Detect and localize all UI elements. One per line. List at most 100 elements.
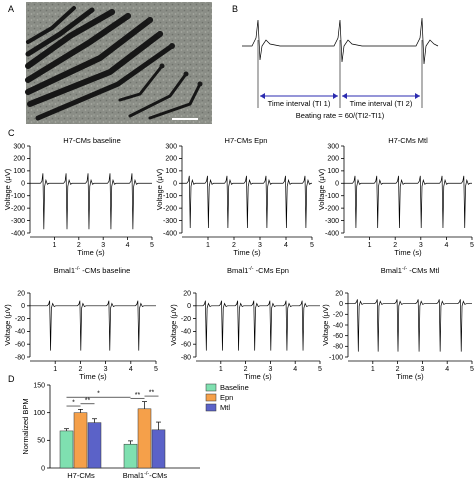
y-tick-label: 300: [13, 143, 25, 150]
y-tick-label: 100: [13, 168, 25, 175]
x-tick-label: 4: [444, 242, 448, 249]
significance-mark: **: [135, 392, 141, 399]
x-tick-label: 1: [368, 242, 372, 249]
y-tick-label: 200: [327, 156, 339, 163]
bar: [137, 408, 152, 469]
x-axis-label: Time (s): [394, 248, 422, 257]
x-tick-label: 5: [318, 366, 322, 373]
x-axis-label: Time (s): [233, 248, 261, 257]
trace-chart-5: Bmal1-/- -CMs Epn 20 0 -20 -40 -60 -80 1 2 3 4 5 Tim…: [169, 266, 322, 381]
interval-1-label: Time interval (TI 1): [268, 99, 331, 108]
y-tick-label: 50: [37, 438, 45, 445]
y-tick-label: 150: [33, 382, 45, 389]
x-tick-label: 4: [284, 242, 288, 249]
trace-title: H7-CMs Mtl: [388, 136, 428, 145]
voltage-trace: [196, 300, 320, 351]
y-axis-label: Voltage (μV): [155, 168, 164, 210]
voltage-trace: [30, 173, 152, 230]
trace-title: H7-CMs Epn: [225, 136, 268, 145]
panel-label-a: A: [8, 4, 14, 14]
y-tick-label: -40: [181, 329, 191, 336]
bar: [151, 429, 166, 469]
panel-label-d: D: [8, 374, 15, 384]
legend-swatch: [205, 383, 217, 392]
bar: [59, 430, 74, 469]
y-tick-label: -60: [333, 333, 343, 340]
significance-mark: **: [149, 390, 155, 397]
y-tick-label: -80: [15, 354, 25, 361]
x-tick-label: 2: [244, 366, 248, 373]
y-axis-label: Normalized BPM: [21, 398, 30, 454]
y-tick-label: 0: [21, 181, 25, 188]
x-tick-label: 2: [396, 366, 400, 373]
significance-mark: *: [97, 391, 100, 398]
legend-swatch: [205, 393, 217, 402]
x-tick-label: 3: [258, 242, 262, 249]
y-tick-label: 0: [21, 303, 25, 310]
x-axis-label: Time (s): [396, 372, 424, 381]
y-axis-label: Voltage (μV): [321, 304, 330, 346]
voltage-trace: [30, 300, 156, 351]
y-tick-label: -80: [333, 344, 343, 351]
charts-layer: H7-CMs baseline3002001000-100-200-300-40…: [3, 136, 474, 480]
legend-label: Mtl: [220, 403, 230, 412]
significance-mark: *: [72, 400, 75, 407]
x-tick-label: 5: [470, 366, 474, 373]
x-tick-label: 2: [232, 242, 236, 249]
x-tick-label: 4: [129, 366, 133, 373]
y-tick-label: -100: [325, 193, 339, 200]
x-tick-label: 1: [219, 366, 223, 373]
panel-label-b: B: [232, 4, 238, 14]
mea-micrograph: [25, 2, 212, 124]
interval-2-label: Time interval (TI 2): [350, 99, 413, 108]
x-axis-label: Time (s): [244, 372, 272, 381]
x-tick-label: 5: [470, 242, 474, 249]
y-tick-label: -60: [15, 342, 25, 349]
y-tick-label: -40: [333, 322, 343, 329]
y-tick-label: 20: [335, 290, 343, 297]
y-axis-label: Voltage (μV): [317, 168, 326, 210]
x-tick-label: 3: [104, 366, 108, 373]
y-tick-label: -200: [163, 205, 177, 212]
y-tick-label: 300: [165, 143, 177, 150]
y-axis-label: Voltage (μV): [3, 168, 12, 210]
y-tick-label: -60: [181, 342, 191, 349]
y-tick-label: -100: [329, 354, 343, 361]
y-tick-label: -100: [163, 193, 177, 200]
y-tick-label: 20: [183, 290, 191, 297]
y-tick-label: 0: [173, 181, 177, 188]
y-tick-label: -20: [181, 316, 191, 323]
trace-chart-2: H7-CMs Epn 300 200 100 0 -100 -200 -300 -400 1 2 3 4…: [155, 136, 314, 257]
y-tick-label: -100: [11, 193, 25, 200]
x-tick-label: 4: [445, 366, 449, 373]
legend-label: Baseline: [220, 383, 249, 392]
trace-title: Bmal1-/- -CMs Epn: [227, 266, 289, 275]
x-tick-label: 1: [371, 366, 375, 373]
x-tick-label: 2: [77, 242, 81, 249]
trace-chart-3: H7-CMs Mtl 300 200 100 0 -100 -200 -300 -400 1 2 3 4…: [317, 136, 474, 257]
y-tick-label: -200: [11, 205, 25, 212]
trace-title: Bmal1-/- -CMs Mtl: [381, 266, 440, 275]
y-tick-label: -80: [181, 354, 191, 361]
x-tick-label: 2: [78, 366, 82, 373]
voltage-trace: [344, 175, 472, 229]
x-tick-label: 4: [126, 242, 130, 249]
trace-chart-6: Bmal1-/- -CMs Mtl 20 0 -20 -40 -60 -80 -100 1 2 3 4…: [321, 266, 474, 381]
y-tick-label: 300: [327, 143, 339, 150]
x-tick-label: 1: [52, 242, 56, 249]
y-tick-label: 100: [33, 410, 45, 417]
y-tick-label: -400: [11, 230, 25, 237]
y-tick-label: 100: [327, 168, 339, 175]
y-tick-label: -20: [333, 312, 343, 319]
y-tick-label: -400: [163, 230, 177, 237]
x-tick-label: 3: [420, 366, 424, 373]
y-tick-label: 0: [187, 303, 191, 310]
x-axis-label: Time (s): [77, 248, 105, 257]
voltage-trace: [182, 175, 312, 229]
x-tick-label: 3: [419, 242, 423, 249]
y-tick-label: 0: [41, 465, 45, 472]
x-tick-label: 1: [53, 366, 57, 373]
y-tick-label: -20: [15, 316, 25, 323]
y-tick-label: 0: [335, 181, 339, 188]
